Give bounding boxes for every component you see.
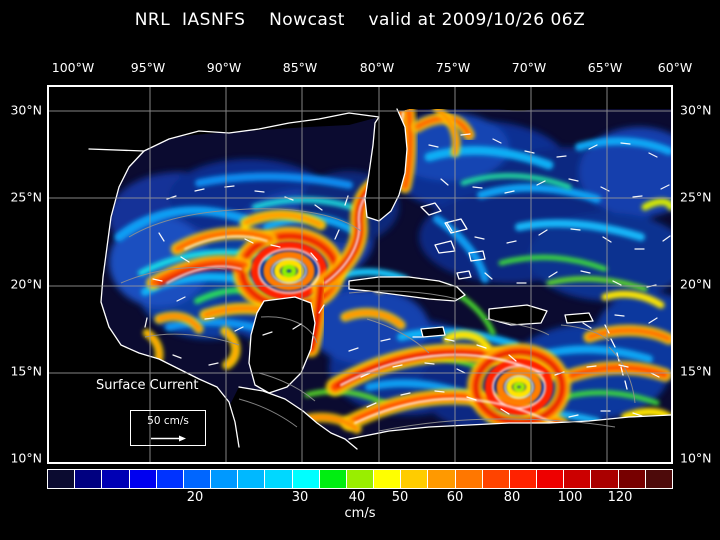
lat-tick-label: 15°N <box>680 363 712 379</box>
surface-current-legend-title: Surface Current <box>96 378 199 393</box>
coastlines <box>88 108 671 450</box>
lat-tick-label: 25°N <box>10 189 42 205</box>
lon-tick-label: 75°W <box>435 60 471 75</box>
colorbar-cell <box>537 470 565 488</box>
colorbar-cell <box>455 470 483 488</box>
lon-tick-label: 80°W <box>359 60 395 75</box>
colorbar-cell <box>265 470 293 488</box>
map-gridlines <box>49 87 671 462</box>
colorbar-tick-label: 100 <box>557 490 583 505</box>
colorbar-cell <box>156 470 184 488</box>
lon-tick-label: 85°W <box>282 60 318 75</box>
colorbar[interactable] <box>47 469 673 489</box>
colorbar-cell <box>564 470 592 488</box>
colorbar-cell <box>238 470 266 488</box>
colorbar-cell <box>292 470 320 488</box>
colorbar-cell <box>509 470 538 488</box>
lat-tick-label: 10°N <box>680 450 712 466</box>
lon-tick-label: 70°W <box>511 60 547 75</box>
current-vectors <box>144 133 671 418</box>
current-speed-field <box>49 87 671 462</box>
lat-tick-label: 30°N <box>10 102 42 118</box>
colorbar-cell <box>346 470 375 488</box>
colorbar-tick-label: 50 <box>391 490 409 505</box>
colorbar-cell <box>129 470 157 488</box>
lat-tick-label: 25°N <box>680 189 712 205</box>
colorbar-cell <box>482 470 510 488</box>
lon-tick-label: 90°W <box>206 60 242 75</box>
colorbar-cell <box>319 470 347 488</box>
lon-tick-label: 95°W <box>130 60 166 75</box>
lon-tick-label: 65°W <box>587 60 623 75</box>
colorbar-unit-label: cm/s <box>344 506 376 521</box>
colorbar-tick-label: 20 <box>186 490 204 505</box>
shelf-contour <box>120 208 636 432</box>
colorbar-cell <box>401 470 429 488</box>
colombia-eddy <box>467 343 571 431</box>
lat-tick-label: 30°N <box>680 102 712 118</box>
lat-tick-label: 15°N <box>10 363 42 379</box>
colorbar-cell <box>618 470 646 488</box>
colorbar-tick-label: 120 <box>607 490 633 505</box>
colorbar-tick-label: 30 <box>291 490 309 505</box>
colorbar-cell <box>645 470 672 488</box>
colorbar-cell <box>374 470 402 488</box>
colorbar-tick-label: 40 <box>348 490 366 505</box>
colorbar-cell <box>102 470 130 488</box>
scale-arrow-label: 50 cm/s <box>147 415 189 427</box>
colorbar-cell <box>183 470 212 488</box>
colorbar-tick-label: 80 <box>503 490 521 505</box>
map-panel[interactable] <box>47 85 673 464</box>
lon-tick-label: 100°W <box>51 60 95 75</box>
lat-tick-label: 20°N <box>10 276 42 292</box>
lat-tick-label: 20°N <box>680 276 712 292</box>
right-arrow-icon <box>151 435 186 442</box>
colorbar-cell <box>428 470 456 488</box>
colorbar-tick-label: 60 <box>446 490 464 505</box>
colorbar-cell <box>75 470 103 488</box>
page-title: NRL IASNFS Nowcast valid at 2009/10/26 0… <box>134 10 586 30</box>
colorbar-cell <box>591 470 619 488</box>
colorbar-cell <box>48 470 76 488</box>
colorbar-cell <box>211 470 239 488</box>
scale-arrow-legend-box: 50 cm/s <box>130 410 206 446</box>
lon-tick-label: 60°W <box>657 60 693 75</box>
lat-tick-label: 10°N <box>10 450 42 466</box>
